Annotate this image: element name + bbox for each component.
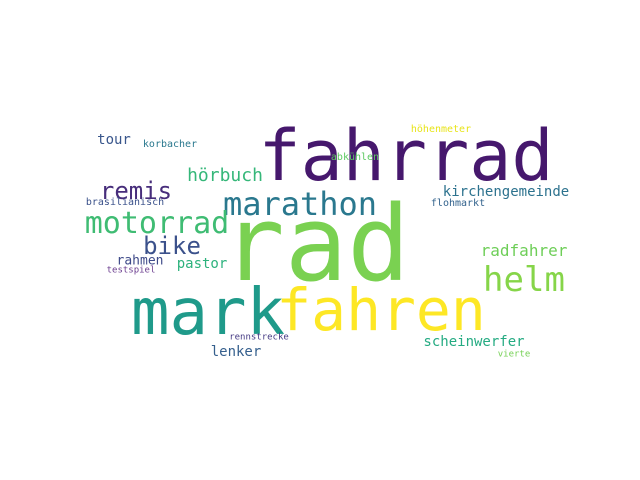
word-remis: remis: [99, 177, 173, 205]
word-hoehenmeter: höhenmeter: [410, 124, 472, 135]
word-tour: tour: [97, 132, 131, 148]
word-scheinwerfer: scheinwerfer: [423, 334, 525, 350]
word-radfahrer: radfahrer: [480, 241, 568, 260]
word-brasilianisch: brasilianisch: [85, 197, 165, 208]
word-abkuehlen: abkühlen: [330, 152, 380, 163]
word-fahren: fahren: [276, 276, 486, 344]
word-pastor: pastor: [176, 256, 228, 272]
word-motorrad: motorrad: [84, 206, 230, 241]
word-bike: bike: [143, 232, 201, 260]
word-rennstrecke: rennstrecke: [229, 332, 289, 343]
word-lenker: lenker: [210, 344, 262, 360]
word-rahmen: rahmen: [116, 253, 164, 269]
word-fahrrad: fahrrad: [258, 115, 554, 197]
word-marathon: marathon: [222, 185, 378, 223]
word-rad: rad: [222, 183, 410, 305]
word-hoerbuch: hörbuch: [187, 165, 263, 186]
word-kirchengemeinde: kirchengemeinde: [442, 184, 570, 200]
word-testspiel: testspiel: [106, 265, 156, 276]
word-mark: mark: [130, 276, 286, 350]
word-vierte: vierte: [497, 349, 531, 360]
word-flohmarkt: flohmarkt: [430, 198, 486, 209]
word-korbacher: korbacher: [142, 139, 198, 150]
word-helm: helm: [483, 260, 565, 300]
